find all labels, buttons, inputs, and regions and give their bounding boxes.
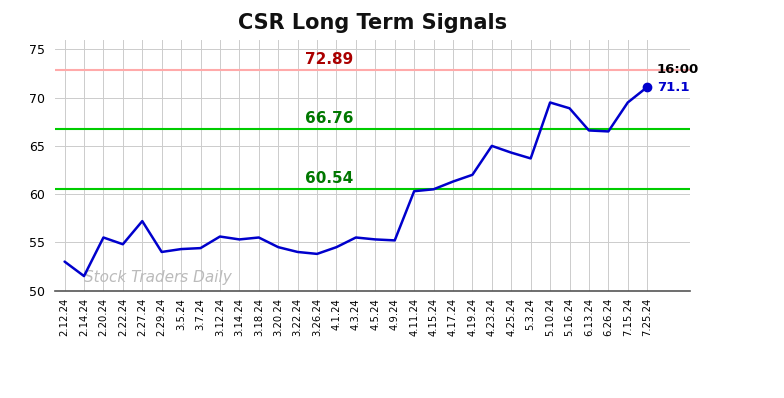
Text: 72.89: 72.89 [305, 53, 354, 67]
Text: 71.1: 71.1 [657, 80, 689, 94]
Text: 60.54: 60.54 [305, 172, 354, 187]
Text: 66.76: 66.76 [305, 111, 354, 127]
Text: Stock Traders Daily: Stock Traders Daily [84, 270, 232, 285]
Title: CSR Long Term Signals: CSR Long Term Signals [238, 13, 507, 33]
Text: 16:00: 16:00 [657, 63, 699, 76]
